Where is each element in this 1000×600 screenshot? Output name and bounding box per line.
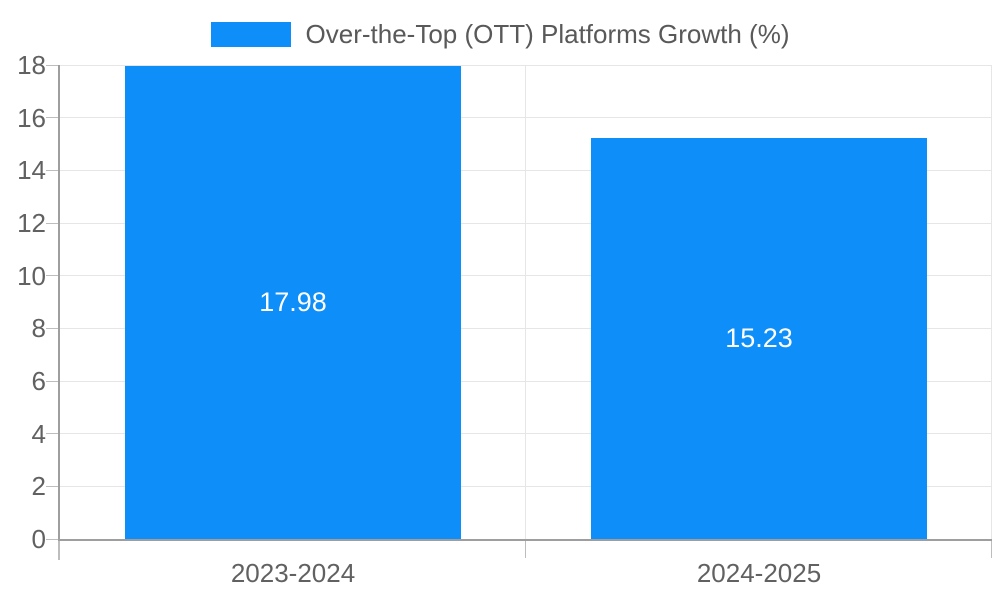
y-tick-mark <box>46 485 58 487</box>
y-tick-mark <box>46 327 58 329</box>
y-tick-label: 6 <box>31 366 46 396</box>
legend: Over-the-Top (OTT) Platforms Growth (%) <box>0 19 1000 50</box>
x-tick-label: 2024-2025 <box>696 558 822 588</box>
x-tick-mark <box>991 541 992 558</box>
gridline-horizontal <box>60 222 992 224</box>
y-tick-mark <box>46 538 58 540</box>
y-tick-mark <box>46 275 58 277</box>
gridline-vertical <box>525 65 526 539</box>
gridline-horizontal <box>60 117 992 119</box>
gridline-horizontal <box>60 380 992 382</box>
y-tick-label: 18 <box>17 50 46 80</box>
gridline-horizontal <box>60 327 992 329</box>
y-tick-mark <box>46 433 58 435</box>
plot-area: 17.98 15.23 <box>58 64 992 541</box>
y-tick-mark <box>46 169 58 171</box>
gridline-horizontal <box>60 275 992 277</box>
y-tick-label: 2 <box>31 471 46 502</box>
x-tick-label: 2023-2024 <box>230 558 356 588</box>
bar: 17.98 <box>125 66 461 539</box>
y-tick-label: 14 <box>17 155 46 186</box>
legend-swatch <box>210 22 291 47</box>
bar-value-label: 17.98 <box>259 287 327 317</box>
y-tick-mark <box>46 222 58 224</box>
y-tick-label: 8 <box>31 313 46 344</box>
gridline-horizontal <box>60 485 992 487</box>
gridline-horizontal <box>60 433 992 435</box>
gridline-horizontal <box>60 64 992 66</box>
bar-value-label: 15.23 <box>725 323 793 353</box>
bar: 15.23 <box>591 138 927 539</box>
y-tick-label: 12 <box>17 208 46 238</box>
legend-label: Over-the-Top (OTT) Platforms Growth (%) <box>305 19 790 49</box>
y-tick-mark <box>46 117 58 119</box>
x-tick-mark <box>525 541 526 558</box>
y-tick-label: 0 <box>31 524 46 554</box>
y-tick-label: 10 <box>17 260 46 291</box>
gridline-vertical <box>991 65 992 539</box>
y-tick-label: 16 <box>17 102 46 133</box>
y-tick-mark <box>46 64 58 66</box>
y-tick-mark <box>46 380 58 382</box>
gridline-horizontal <box>60 169 992 171</box>
y-axis-extension <box>58 541 60 560</box>
y-tick-label: 4 <box>31 418 46 449</box>
